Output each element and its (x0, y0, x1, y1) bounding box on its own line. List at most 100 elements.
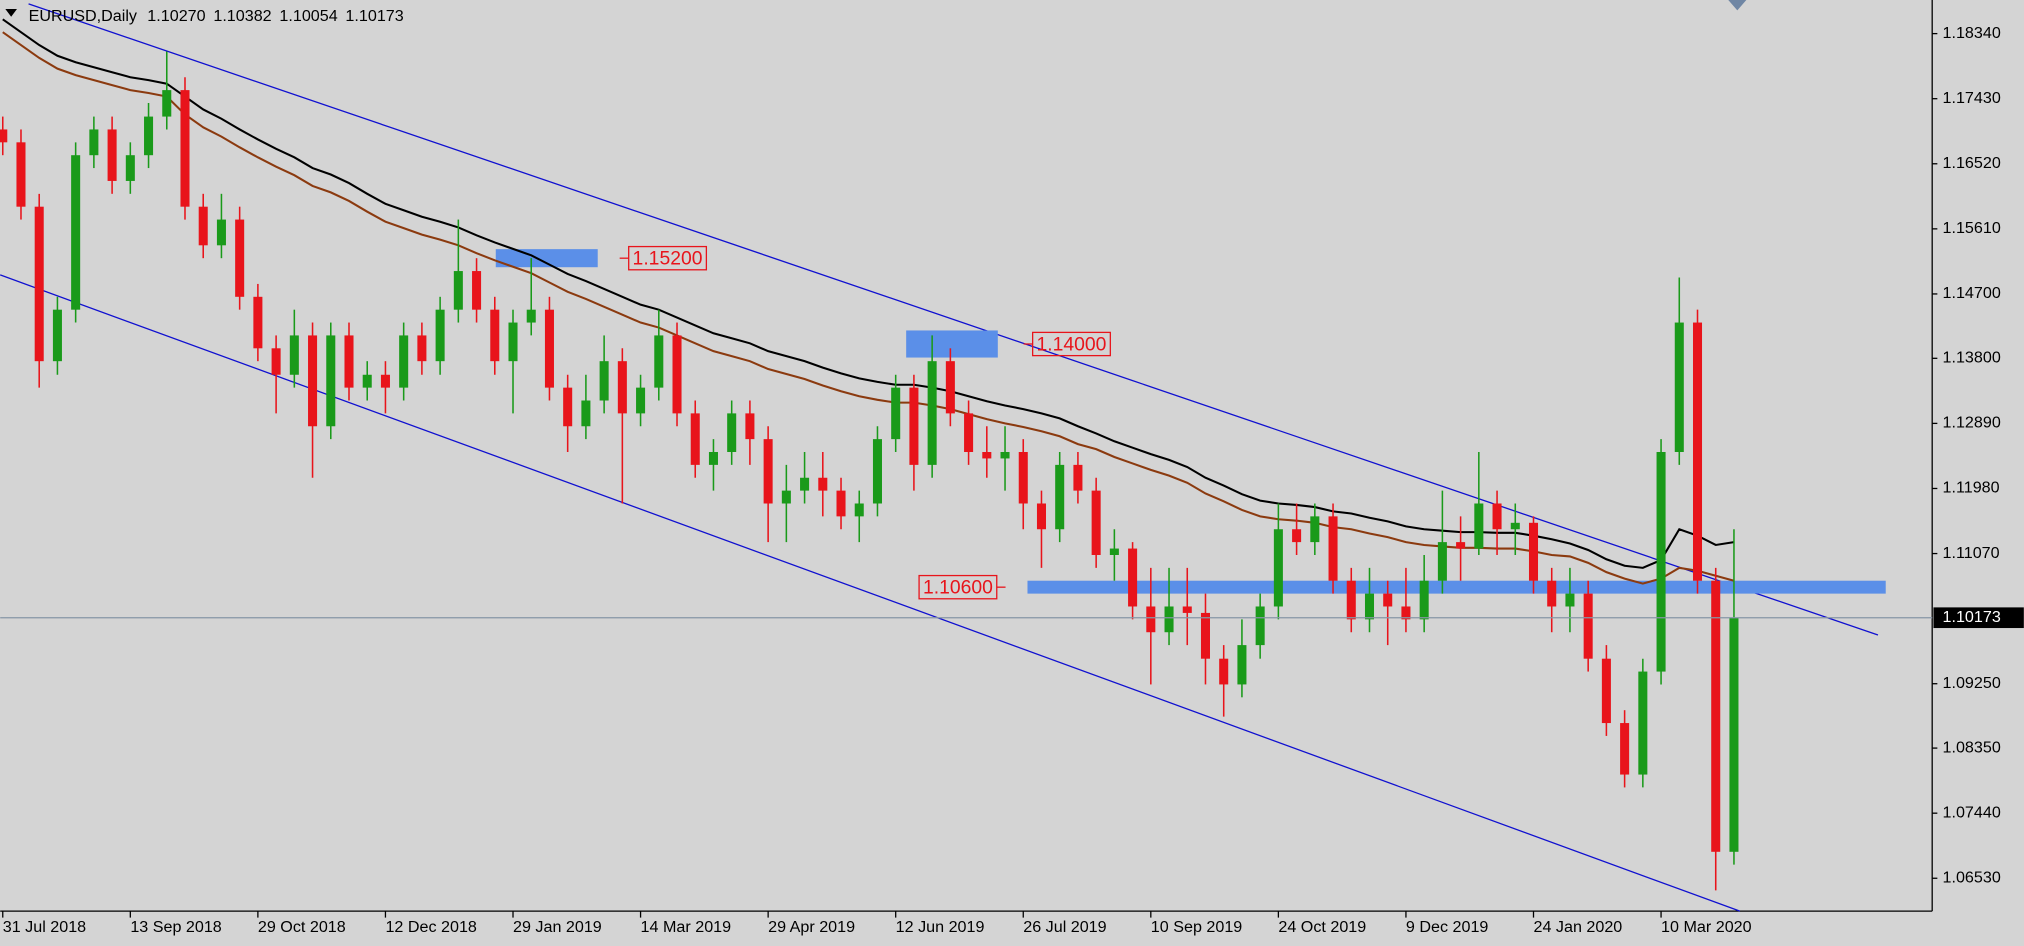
x-tick-label: 24 Oct 2019 (1278, 918, 1366, 936)
candle-body (1091, 490, 1101, 555)
candle-body (216, 219, 226, 246)
candle-body (1255, 606, 1265, 646)
zone-label-box (1032, 331, 1111, 357)
candle-body (891, 387, 901, 440)
last-price-box (1933, 607, 2024, 629)
moving-average-line (2, 18, 1735, 569)
y-tick-label: 1.09250 (1943, 674, 2001, 692)
candle-body (1620, 723, 1630, 775)
candle-body (435, 309, 445, 362)
candle-body (1055, 464, 1065, 530)
candle-body (1528, 522, 1539, 581)
x-tick-label: 14 Mar 2019 (641, 918, 732, 936)
candle-body (417, 335, 427, 362)
candle-body (1711, 580, 1721, 852)
candle-body (1364, 593, 1375, 620)
candle-body (544, 309, 554, 388)
candle-body (125, 155, 135, 181)
candle-body (508, 322, 518, 362)
candle-body (672, 335, 682, 414)
x-tick-label: 9 Dec 2019 (1406, 918, 1489, 936)
x-tick-label: 29 Oct 2018 (258, 918, 346, 936)
candle-body (52, 309, 62, 362)
candle-body (0, 129, 8, 143)
candle-body (308, 335, 318, 427)
candle-body (1419, 580, 1429, 620)
candle-body (198, 206, 208, 246)
candle-body (1692, 322, 1703, 581)
candle-body (1565, 593, 1575, 607)
candle-body (964, 413, 974, 453)
candle-body (1073, 464, 1083, 491)
candle-body (289, 335, 299, 375)
zone-label: 1.14000 (1037, 333, 1107, 355)
candle-body (235, 219, 245, 297)
x-tick-label: 29 Jan 2019 (513, 918, 602, 936)
y-tick-label: 1.16520 (1943, 154, 2001, 172)
x-tick-label: 29 Apr 2019 (768, 918, 855, 936)
candle-body (1601, 658, 1611, 724)
channel-lower (0, 274, 1741, 912)
candle-body (1437, 542, 1447, 581)
candle-body (16, 142, 26, 207)
candle-body (1310, 516, 1320, 543)
candle-body (1273, 529, 1283, 607)
candle-body (818, 477, 828, 491)
candle-body (1492, 503, 1502, 530)
candle-body (617, 361, 627, 414)
y-tick-label: 1.06530 (1943, 869, 2001, 887)
candle-body (909, 387, 919, 465)
candle-body (1237, 645, 1247, 685)
y-tick-label: 1.18340 (1943, 24, 2001, 42)
candle-body (1383, 593, 1393, 607)
candle-body (1583, 593, 1593, 659)
y-tick-label: 1.13800 (1943, 349, 2001, 367)
price-zone (906, 330, 998, 358)
zone-label-box (628, 245, 708, 271)
candle-body (1036, 503, 1046, 530)
y-tick-label: 1.11070 (1943, 544, 2000, 562)
y-tick-label: 1.15610 (1943, 219, 2001, 237)
zone-label-box (918, 574, 998, 600)
candle-body (453, 271, 463, 310)
candle-body (271, 348, 281, 375)
candle-body (71, 155, 81, 310)
y-tick-label: 1.12890 (1943, 414, 2001, 432)
candle-body (144, 116, 154, 156)
x-tick-label: 24 Jan 2020 (1534, 918, 1623, 936)
channel-upper (28, 3, 1879, 636)
candle-body (563, 387, 573, 427)
candle-body (1164, 606, 1174, 633)
candle-body (526, 309, 536, 323)
candle-body (1182, 606, 1192, 613)
candle-body (599, 361, 609, 401)
candle-body (490, 309, 500, 362)
candle-body (107, 129, 117, 181)
candle-body (581, 400, 591, 427)
candle-body (1109, 548, 1119, 555)
menu-marker (5, 9, 17, 17)
candle-body (745, 413, 755, 440)
y-tick-label: 1.17430 (1943, 89, 2001, 107)
candle-body (763, 439, 773, 504)
candle-body (800, 477, 810, 491)
candle-body (1200, 612, 1211, 659)
candle-body (872, 439, 882, 504)
candles (0, 51, 1739, 891)
candle-body (1656, 452, 1666, 672)
x-tick-label: 13 Sep 2018 (130, 918, 221, 936)
candle-body (180, 90, 190, 207)
y-tick-label: 1.08350 (1943, 738, 2001, 756)
candle-body (1346, 580, 1356, 620)
candle-body (1018, 452, 1028, 504)
candle-body (1474, 503, 1484, 549)
candle-body (781, 490, 791, 504)
candle-body (1328, 516, 1338, 581)
y-tick-label: 1.11980 (1943, 479, 2000, 497)
candle-body (89, 129, 99, 156)
x-tick-label: 12 Dec 2018 (385, 918, 476, 936)
candle-body (690, 413, 700, 465)
candle-body (34, 206, 44, 362)
